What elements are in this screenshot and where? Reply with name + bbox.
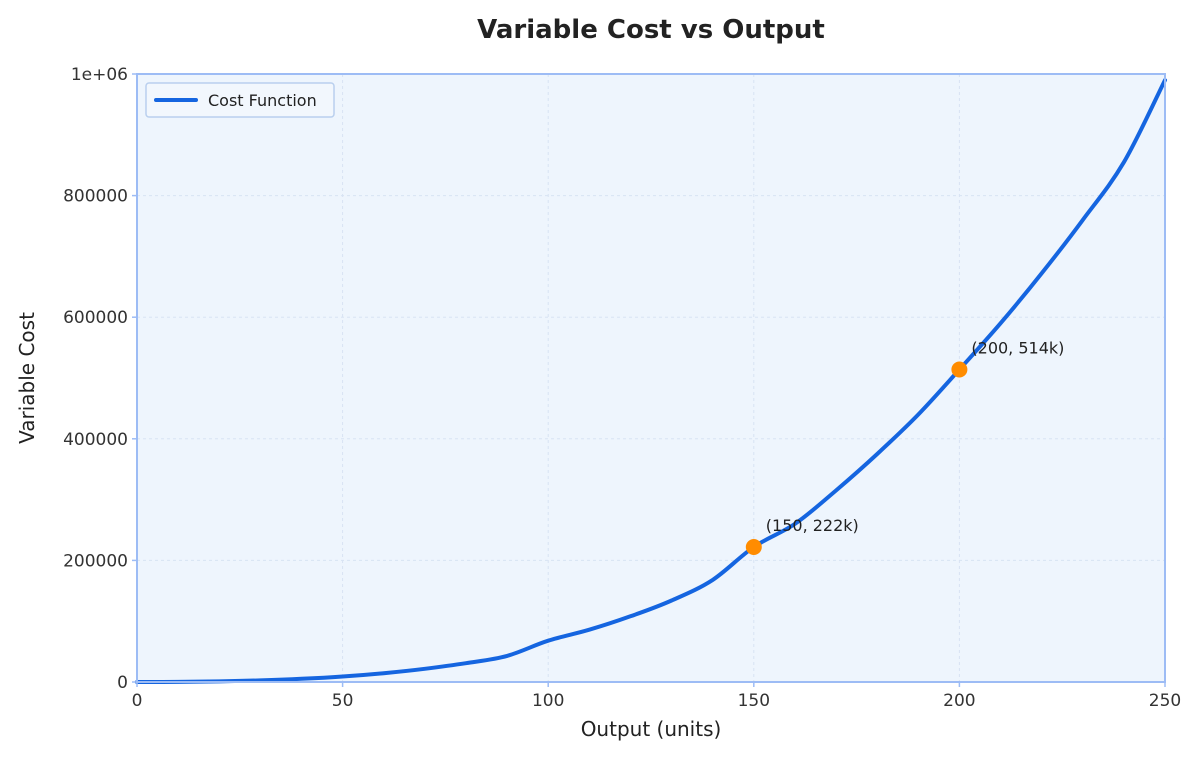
- legend: Cost Function: [145, 82, 335, 118]
- legend-box: [145, 82, 335, 118]
- point-annotation: (150, 222k): [766, 516, 859, 535]
- series-line-cost-function: [135, 78, 1167, 684]
- x-axis-label: Output (units): [581, 717, 722, 741]
- series-layer: [135, 78, 1167, 684]
- x-axis-ticks: 0 50 100 150 200 250: [132, 682, 1181, 711]
- annotations: (150, 222k) (200, 514k): [745, 338, 1064, 556]
- grid-lines: [137, 74, 1165, 682]
- chart-title: Variable Cost vs Output: [477, 15, 825, 45]
- x-tick-label: 100: [532, 691, 564, 711]
- y-tick-label: 0: [117, 673, 128, 693]
- highlight-point: [745, 539, 762, 556]
- highlight-point: [951, 361, 968, 378]
- plot-area: [137, 74, 1165, 682]
- y-tick-label: 600000: [63, 308, 128, 328]
- y-tick-label: 1e+06: [71, 65, 128, 85]
- plot-border: [136, 73, 1166, 683]
- point-annotation: (200, 514k): [971, 338, 1064, 357]
- legend-label: Cost Function: [208, 91, 317, 110]
- x-tick-label: 50: [332, 691, 354, 711]
- y-axis-label: Variable Cost: [15, 312, 39, 444]
- y-tick-label: 800000: [63, 187, 128, 207]
- y-tick-label: 200000: [63, 551, 128, 571]
- y-axis-ticks: 0 200000 400000 600000 800000 1e+06: [63, 65, 137, 693]
- x-tick-label: 250: [1149, 691, 1181, 711]
- y-tick-label: 400000: [63, 430, 128, 450]
- x-tick-label: 150: [738, 691, 770, 711]
- x-tick-label: 200: [943, 691, 975, 711]
- x-tick-label: 0: [132, 691, 143, 711]
